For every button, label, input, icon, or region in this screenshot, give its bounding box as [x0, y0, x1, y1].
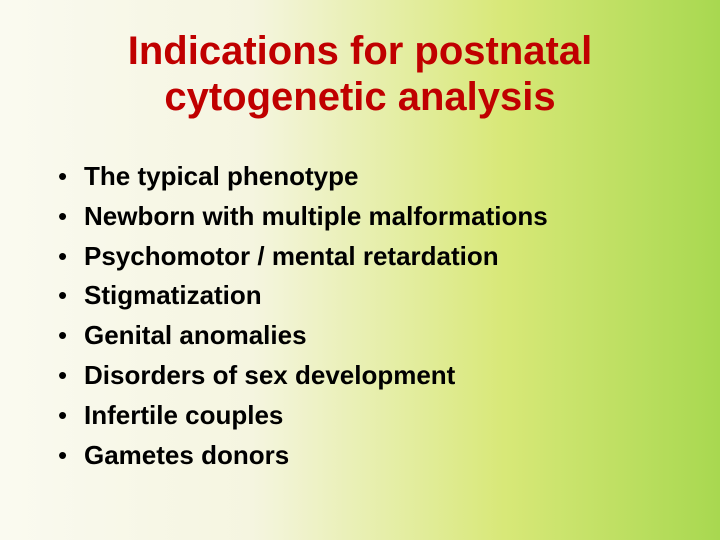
bullet-text: The typical phenotype: [84, 160, 359, 194]
bullet-text: Genital anomalies: [84, 319, 307, 353]
bullet-icon: •: [58, 279, 84, 313]
bullet-icon: •: [58, 160, 84, 194]
bullet-text: Stigmatization: [84, 279, 262, 313]
bullet-text: Newborn with multiple malformations: [84, 200, 548, 234]
bullet-text: Disorders of sex development: [84, 359, 455, 393]
bullet-icon: •: [58, 399, 84, 433]
bullet-icon: •: [58, 200, 84, 234]
bullet-icon: •: [58, 240, 84, 274]
bullet-text: Psychomotor / mental retardation: [84, 240, 499, 274]
slide-title: Indications for postnatal cytogenetic an…: [40, 28, 680, 120]
list-item: • Infertile couples: [58, 399, 680, 433]
slide: Indications for postnatal cytogenetic an…: [0, 0, 720, 540]
title-line-2: cytogenetic analysis: [164, 75, 555, 119]
bullet-icon: •: [58, 439, 84, 473]
list-item: • Genital anomalies: [58, 319, 680, 353]
bullet-text: Gametes donors: [84, 439, 289, 473]
title-line-1: Indications for postnatal: [128, 29, 592, 73]
list-item: • Gametes donors: [58, 439, 680, 473]
bullet-icon: •: [58, 359, 84, 393]
list-item: • Disorders of sex development: [58, 359, 680, 393]
list-item: • Newborn with multiple malformations: [58, 200, 680, 234]
list-item: • The typical phenotype: [58, 160, 680, 194]
bullet-icon: •: [58, 319, 84, 353]
bullet-list: • The typical phenotype • Newborn with m…: [40, 160, 680, 472]
list-item: • Stigmatization: [58, 279, 680, 313]
list-item: • Psychomotor / mental retardation: [58, 240, 680, 274]
bullet-text: Infertile couples: [84, 399, 283, 433]
